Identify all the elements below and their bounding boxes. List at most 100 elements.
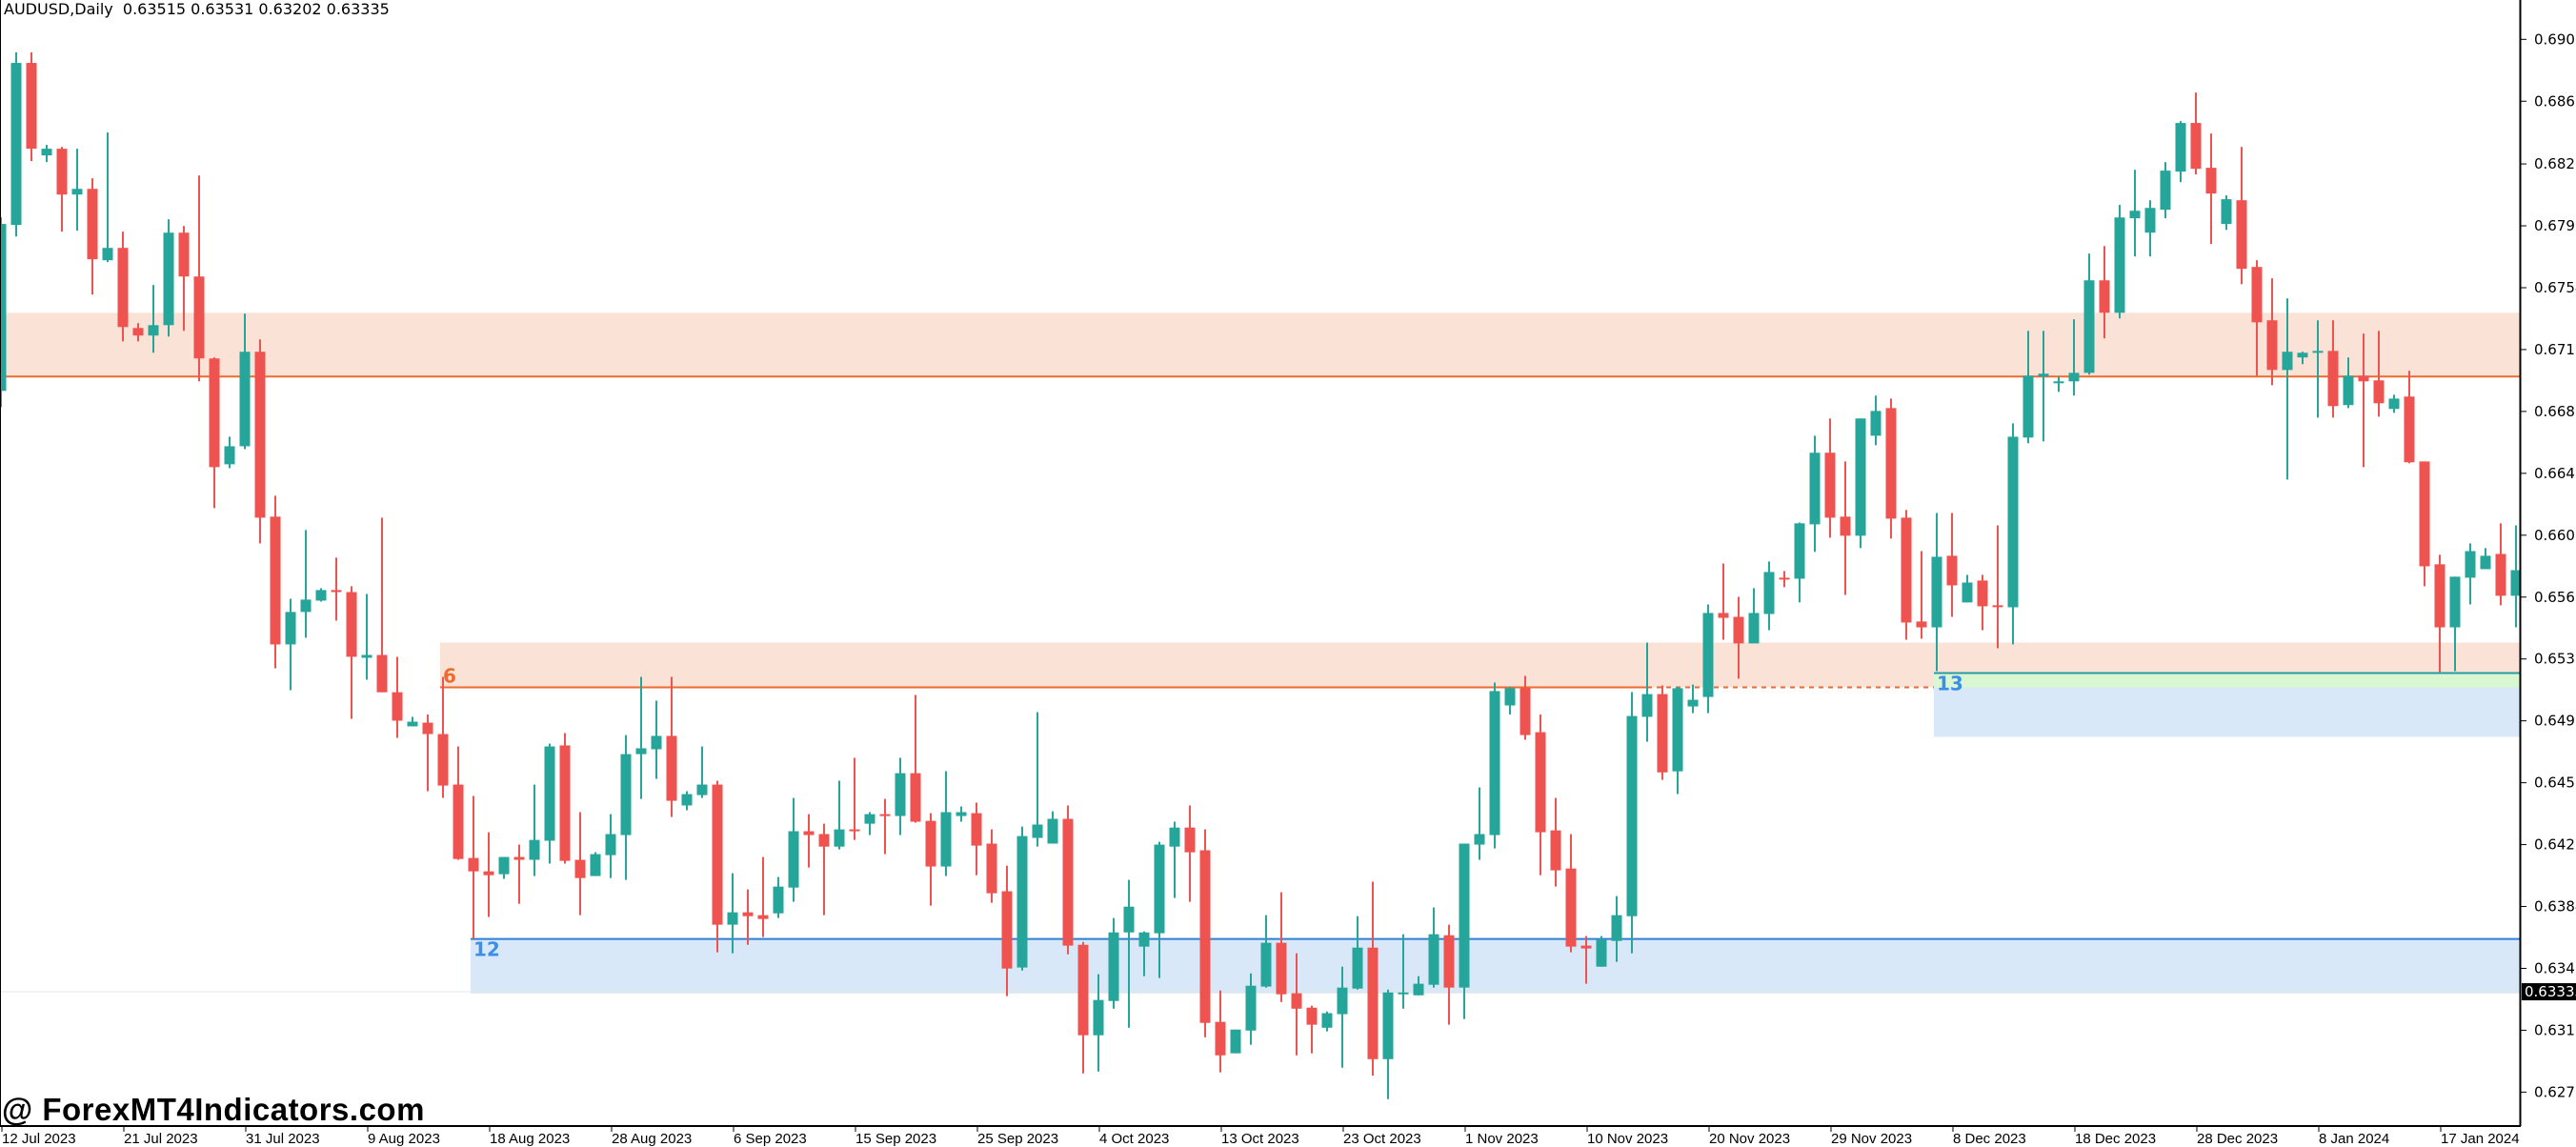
bear-candle-body [2404, 396, 2415, 463]
x-tick-label: 28 Aug 2023 [612, 1131, 692, 1147]
bull-candle-body [1337, 987, 1348, 1015]
candle [10, 51, 22, 237]
candle [1504, 686, 1516, 714]
bull-candle-body [2388, 398, 2400, 410]
candle [270, 495, 281, 669]
bull-candle-body [605, 834, 616, 855]
candle [1443, 924, 1455, 1025]
bear-candle-body [559, 745, 571, 861]
candle [2175, 121, 2186, 183]
candle [2282, 298, 2293, 480]
bear-candle-body [1062, 818, 1074, 946]
candle [605, 814, 616, 878]
candle [925, 813, 936, 906]
candle [2007, 423, 2019, 645]
candle [1885, 398, 1897, 539]
bear-candle-body [2327, 351, 2339, 407]
candle-wick [518, 844, 520, 904]
bear-candle-body [1779, 577, 1790, 580]
candle [2160, 162, 2171, 219]
candle [285, 598, 296, 691]
bear-candle-body [1916, 621, 1927, 628]
candle [224, 436, 235, 469]
candle [1077, 941, 1089, 1074]
candle-wick [854, 757, 855, 840]
bull-candle-body [1047, 818, 1058, 844]
candle [331, 557, 342, 621]
bull-candle-body [2129, 211, 2141, 219]
candle [148, 285, 159, 353]
candle-wick [1692, 684, 1694, 714]
bear-candle-body [1291, 993, 1302, 1009]
bear-candle-body [1901, 517, 1912, 623]
x-tick-label: 17 Jan 2024 [2441, 1131, 2520, 1147]
candle [2434, 554, 2445, 673]
bear-candle-body [132, 328, 144, 336]
bear-candle-body [879, 814, 891, 816]
y-tick-label: 0.65695 [2534, 589, 2576, 606]
candle [910, 694, 921, 823]
candle [956, 806, 967, 822]
price-axis[interactable]: 0.69030 0.68660 0.68285 0.67915 0.67545 0.671… [2521, 30, 2576, 1100]
candle [727, 873, 738, 954]
candle [2083, 253, 2095, 375]
candle [1321, 1011, 1333, 1032]
y-tick-label: 0.65325 [2534, 651, 2576, 668]
time-axis[interactable]: 12 Jul 2023 21 Jul 2023 31 Jul 2023 9 Aug 2… [1, 1126, 2520, 1147]
bull-candle-body [1809, 453, 1821, 525]
bear-candle-body [254, 352, 266, 518]
y-tick-label: 0.68660 [2534, 92, 2576, 110]
candle-wick [1997, 525, 1999, 649]
candle [483, 832, 494, 917]
candle [1184, 805, 1196, 902]
bull-candle-body [2023, 375, 2034, 438]
bull-candle-body [1352, 947, 1363, 989]
candle [26, 51, 37, 162]
zone-label: 12 [473, 938, 500, 961]
candle [1962, 574, 1973, 603]
bull-candle-body [2449, 576, 2461, 628]
y-tick-label: 0.67175 [2534, 341, 2576, 358]
chart-title: AUDUSD,Daily 0.63515 0.63531 0.63202 0.6… [4, 0, 390, 18]
bear-candle-body [1565, 868, 1577, 947]
bear-candle-body [666, 735, 677, 801]
candle [1398, 934, 1409, 1009]
candle-wick [2378, 331, 2380, 417]
candle [1992, 525, 2003, 649]
bear-candle-body [1184, 827, 1196, 853]
bear-candle-body [1519, 688, 1531, 735]
x-tick-label: 6 Sep 2023 [734, 1131, 807, 1147]
bear-candle-body [1215, 1021, 1226, 1056]
bull-candle-body [2068, 372, 2080, 382]
candle [1093, 974, 1104, 1072]
candle [834, 780, 845, 850]
bull-candle-body [0, 224, 7, 392]
bull-candle-body [1382, 992, 1394, 1059]
bull-candle-body [895, 773, 906, 816]
candle [590, 852, 601, 876]
x-tick-label: 10 Nov 2023 [1587, 1131, 1668, 1147]
candle [773, 876, 784, 918]
bull-candle-body [1459, 843, 1470, 988]
bull-candle-body [1855, 418, 1866, 536]
x-tick-label: 18 Aug 2023 [490, 1131, 570, 1147]
x-tick-label: 31 Jul 2023 [246, 1131, 320, 1147]
x-tick-label: 23 Oct 2023 [1343, 1131, 1421, 1147]
candle [2114, 205, 2125, 319]
candle-wick [152, 285, 154, 353]
candle-wick [305, 530, 307, 638]
y-tick-label: 0.67545 [2534, 279, 2576, 296]
bull-candle-body [2465, 551, 2476, 578]
bull-candle-body [1413, 983, 1424, 996]
candle-wick [838, 780, 840, 850]
candle-wick [1128, 879, 1130, 1028]
candle [864, 812, 875, 835]
candle [1763, 561, 1775, 631]
candle [2251, 260, 2263, 376]
bull-candle-body [2480, 555, 2491, 570]
bull-candle-body [2144, 208, 2156, 233]
bear-candle-body [1718, 613, 1729, 618]
bear-candle-body [1977, 580, 1988, 607]
candle [620, 734, 632, 880]
bull-candle-body [1504, 688, 1516, 706]
